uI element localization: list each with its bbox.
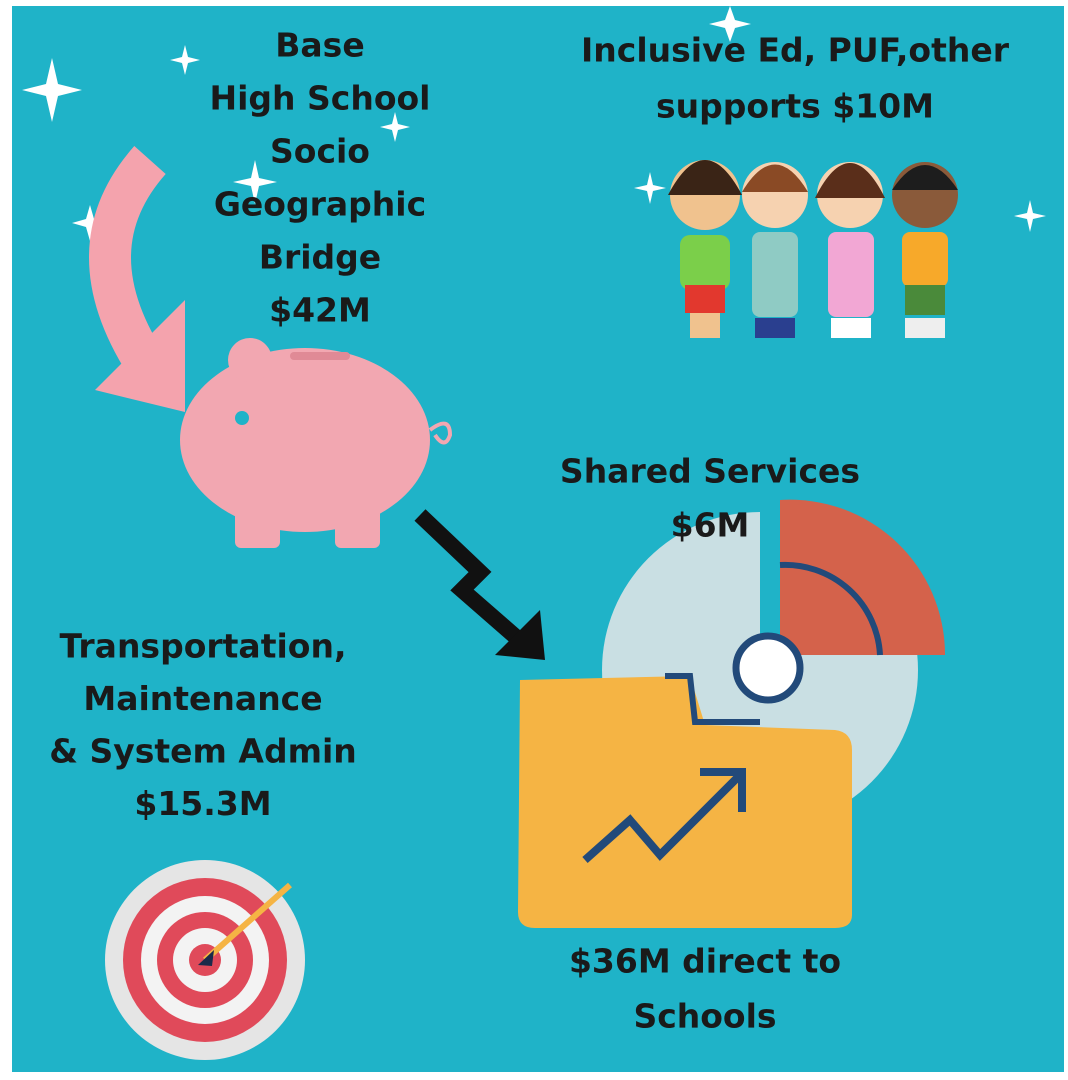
label-line: Schools bbox=[633, 997, 776, 1036]
label-line: $15.3M bbox=[134, 784, 271, 823]
piggy-bank bbox=[180, 338, 453, 548]
stars bbox=[22, 6, 1046, 241]
zigzag-arrow bbox=[414, 509, 545, 660]
label-line: Shared Services bbox=[560, 452, 860, 491]
label-line: Bridge bbox=[259, 238, 381, 277]
target-icon bbox=[105, 860, 305, 1060]
label-line: Maintenance bbox=[83, 679, 322, 718]
label-line: Geographic bbox=[214, 185, 426, 224]
label-line: $42M bbox=[269, 291, 371, 330]
folder-icon bbox=[518, 673, 852, 928]
label-line: Socio bbox=[270, 132, 370, 171]
label-line: & System Admin bbox=[49, 732, 357, 771]
label-line: Base bbox=[275, 26, 364, 65]
label-line: Inclusive Ed, PUF,other bbox=[581, 31, 1010, 70]
curved-arrow bbox=[89, 146, 185, 412]
label-line: High School bbox=[209, 79, 430, 118]
label-line: $6M bbox=[671, 506, 750, 545]
label-line: supports $10M bbox=[656, 87, 934, 126]
label-line: Transportation, bbox=[60, 627, 347, 666]
children-illustration bbox=[668, 160, 958, 338]
label-line: $36M direct to bbox=[569, 942, 841, 981]
